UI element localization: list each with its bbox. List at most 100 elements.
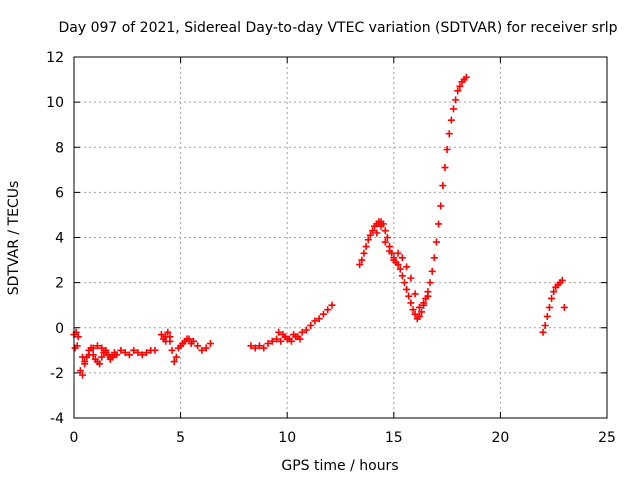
data-point [194, 342, 202, 350]
data-point [174, 344, 182, 352]
data-point [74, 333, 82, 341]
data-point [98, 353, 106, 361]
data-point [315, 315, 323, 323]
data-point [366, 231, 374, 239]
data-point [437, 202, 445, 210]
data-point [85, 351, 93, 359]
data-points [70, 73, 568, 379]
data-point [202, 344, 210, 352]
data-point [255, 342, 263, 350]
y-tick-label: 10 [46, 95, 64, 111]
data-point [383, 234, 391, 241]
data-point [426, 279, 434, 287]
data-point [560, 303, 568, 311]
data-point [273, 335, 281, 343]
data-point [432, 238, 440, 246]
data-point [157, 331, 165, 339]
data-point [439, 182, 447, 190]
data-point [102, 349, 110, 357]
data-point [287, 337, 295, 345]
data-point [307, 321, 315, 329]
data-point [170, 358, 178, 366]
data-point [142, 349, 150, 357]
data-point [96, 360, 104, 368]
chart-title: Day 097 of 2021, Sidereal Day-to-day VTE… [58, 20, 617, 36]
data-point [428, 267, 436, 275]
data-point [409, 306, 417, 314]
data-point [275, 328, 283, 336]
data-point [324, 306, 332, 314]
data-point [277, 337, 285, 345]
data-point [111, 351, 119, 359]
data-point [206, 340, 214, 348]
data-point [198, 346, 206, 354]
data-point [443, 146, 451, 154]
data-point [403, 263, 411, 271]
data-point [311, 317, 319, 325]
data-point [403, 285, 411, 293]
y-tick-label: -4 [50, 411, 64, 427]
data-point [435, 220, 443, 228]
data-point [81, 358, 89, 366]
data-point [166, 333, 174, 341]
y-tick-label: 12 [46, 50, 64, 66]
data-point [415, 303, 423, 311]
data-point [134, 349, 142, 357]
data-point [396, 265, 404, 273]
data-point [430, 254, 438, 262]
data-point [298, 328, 306, 336]
data-point [319, 310, 327, 318]
data-point [98, 344, 106, 352]
data-point [543, 312, 551, 320]
data-point [449, 105, 457, 113]
data-point [394, 261, 402, 269]
data-point [452, 96, 460, 104]
data-point [541, 321, 549, 329]
x-tick-label: 25 [598, 430, 616, 446]
data-point [420, 299, 428, 307]
data-point [398, 272, 406, 280]
data-point [138, 351, 146, 359]
data-point [151, 346, 159, 354]
data-point [400, 279, 408, 287]
data-point [418, 308, 426, 316]
data-point [447, 116, 455, 124]
data-point [356, 261, 364, 269]
data-point [415, 312, 423, 320]
data-point [251, 344, 259, 352]
data-point [76, 367, 84, 375]
data-point [121, 349, 129, 357]
data-point [381, 238, 389, 246]
data-point [386, 247, 394, 255]
data-point [187, 340, 195, 348]
data-point [106, 353, 114, 361]
data-point [424, 292, 432, 300]
data-point [179, 340, 187, 348]
y-tick-label: 0 [55, 321, 64, 337]
data-point [93, 342, 101, 350]
data-point [373, 229, 381, 237]
x-tick-label: 20 [491, 430, 509, 446]
y-tick-label: -2 [50, 366, 64, 382]
y-axis-label: SDTVAR / TECUs [6, 181, 22, 296]
data-point [362, 243, 370, 251]
data-point [445, 130, 453, 138]
x-tick-label: 15 [385, 430, 403, 446]
data-point [411, 290, 419, 298]
data-point [302, 326, 310, 334]
data-point [125, 351, 133, 359]
data-point [381, 227, 389, 235]
data-point [260, 344, 268, 352]
x-tick-labels: 0 5 10 15 20 25 [70, 430, 616, 446]
data-point [296, 335, 304, 343]
data-point [441, 164, 449, 172]
data-point [390, 254, 398, 262]
data-point [268, 337, 276, 345]
x-tick-label: 10 [278, 430, 296, 446]
data-point [539, 328, 547, 336]
data-point [407, 274, 415, 282]
data-point [407, 299, 415, 307]
data-point [548, 294, 556, 302]
data-point [164, 328, 172, 336]
